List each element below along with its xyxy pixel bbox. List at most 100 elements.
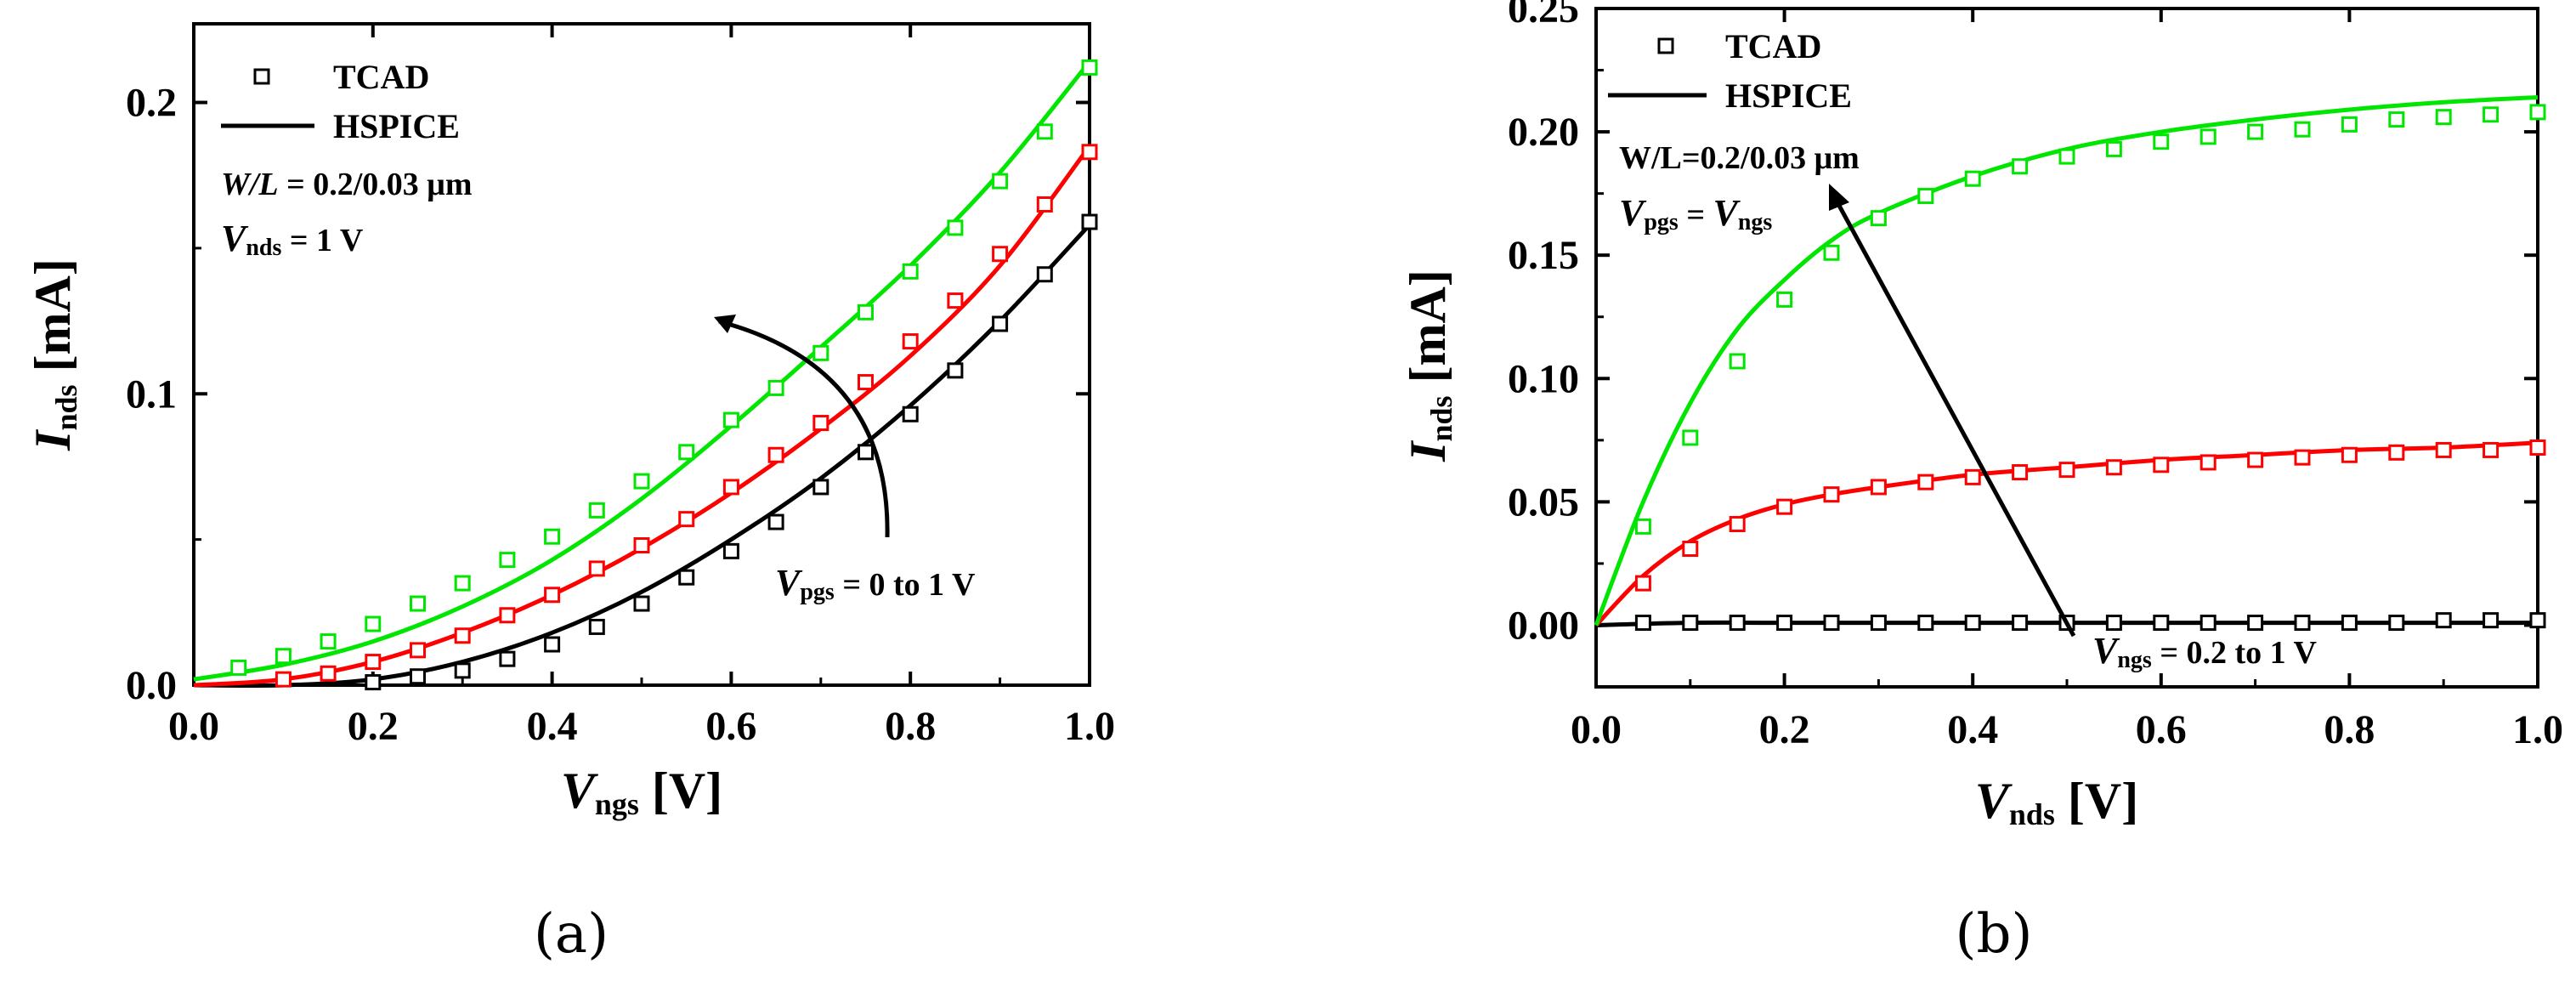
- tcad-marker: [2341, 615, 2358, 632]
- legend: TCAD HSPICE: [1608, 27, 1852, 115]
- tcad-marker: [2529, 439, 2546, 456]
- series-0: [193, 213, 1098, 691]
- tcad-marker: [275, 671, 292, 688]
- tcad-marker: [365, 654, 382, 671]
- legend-hspice-label: HSPICE: [1725, 77, 1852, 115]
- legend-square-marker: [253, 68, 270, 85]
- tcad-marker: [1776, 291, 1793, 308]
- tcad-marker: [2483, 612, 2500, 629]
- tcad-marker: [992, 173, 1009, 190]
- panel-a: 0.0 0.2 0.4 0.6 0.8 1.0 0.0 0.1 0.2 Vngs [V] Inds …: [25, 22, 1115, 966]
- y-tick-label: 0.25: [1508, 0, 1579, 31]
- wl-annotation: W/L = 0.2/0.03 μm: [221, 167, 472, 202]
- tcad-marker: [1081, 59, 1098, 76]
- sweep-arrow-head: [1829, 184, 1849, 211]
- y-tick-label: 0.15: [1508, 233, 1579, 278]
- tcad-marker: [588, 560, 605, 577]
- sweep-arrow-head: [714, 315, 736, 333]
- tcad-marker: [1917, 615, 1934, 632]
- tcad-marker: [1917, 188, 1934, 205]
- tcad-marker: [365, 674, 382, 691]
- tcad-marker: [767, 513, 784, 530]
- legend-tcad-label: TCAD: [1725, 27, 1821, 65]
- tcad-marker: [2012, 158, 2029, 175]
- tcad-marker: [1634, 518, 1651, 535]
- legend-hspice-label: HSPICE: [333, 107, 460, 145]
- hspice-line: [193, 145, 1092, 688]
- tcad-marker: [2388, 444, 2405, 461]
- tcad-marker: [2435, 441, 2452, 458]
- series-2: [1594, 95, 2546, 627]
- tcad-marker: [454, 662, 471, 679]
- tcad-marker: [365, 615, 382, 632]
- tcad-marker: [633, 473, 650, 490]
- x-tick-label: 0.0: [1571, 707, 1622, 752]
- sweep-arrow: [718, 319, 890, 538]
- tcad-marker: [544, 636, 561, 653]
- x-tick-label: 0.8: [2324, 707, 2375, 752]
- y-tick-label: 0.10: [1508, 356, 1579, 401]
- tcad-marker: [1870, 479, 1887, 496]
- tcad-marker: [992, 315, 1009, 332]
- x-axis-label: Vngs [V]: [561, 763, 722, 821]
- x-tick-label: 0.8: [885, 704, 936, 749]
- tcad-marker: [1870, 615, 1887, 632]
- legend-tcad-label: TCAD: [333, 58, 429, 96]
- tcad-marker: [320, 665, 337, 682]
- y-axis-label: Inds [mA]: [1400, 269, 1458, 462]
- tcad-marker: [2294, 449, 2311, 466]
- tcad-marker: [544, 587, 561, 604]
- y-tick-label: 0.05: [1508, 479, 1579, 525]
- tcad-marker: [410, 595, 426, 612]
- tcad-marker: [2435, 612, 2452, 629]
- hspice-line: [1594, 95, 2539, 627]
- tcad-marker: [2200, 128, 2216, 145]
- tcad-marker: [410, 642, 426, 659]
- tcad-marker: [678, 569, 695, 586]
- tcad-marker: [1964, 468, 1981, 485]
- x-tick-label: 0.6: [705, 704, 756, 749]
- tcad-marker: [858, 444, 874, 461]
- tcad-marker: [1036, 196, 1053, 213]
- tcad-marker: [678, 511, 695, 528]
- tcad-marker: [2105, 459, 2122, 476]
- x-tick-label: 0.4: [527, 704, 578, 749]
- tcad-marker: [2200, 454, 2216, 471]
- tcad-marker: [2341, 116, 2358, 133]
- tcad-marker: [2058, 148, 2075, 165]
- tcad-marker: [1964, 170, 1981, 187]
- tcad-marker: [947, 362, 964, 379]
- y-tick-label: 0.2: [126, 81, 177, 126]
- x-tick-label: 0.2: [348, 704, 399, 749]
- x-axis-label: Vnds [V]: [1975, 773, 2138, 831]
- tcad-marker: [2529, 612, 2546, 629]
- tcad-marker: [1870, 210, 1887, 227]
- panel-caption: (b): [1956, 903, 2033, 966]
- tcad-marker: [2388, 111, 2405, 128]
- tcad-marker: [2153, 615, 2170, 632]
- tcad-marker: [1682, 540, 1699, 557]
- tcad-marker: [588, 502, 605, 519]
- tcad-marker: [230, 659, 247, 676]
- tcad-marker: [1823, 486, 1840, 503]
- tcad-marker: [902, 263, 919, 280]
- panel-caption: (a): [534, 903, 609, 966]
- tcad-marker: [410, 668, 426, 685]
- tcad-marker: [678, 444, 695, 461]
- tcad-marker: [454, 627, 471, 644]
- tcad-marker: [1964, 615, 1981, 632]
- tcad-marker: [1081, 144, 1098, 161]
- tcad-marker: [2294, 615, 2311, 632]
- x-tick-label: 0.0: [168, 704, 219, 749]
- tcad-marker: [454, 575, 471, 592]
- tcad-marker: [2153, 133, 2170, 150]
- tcad-marker: [1776, 615, 1793, 632]
- tcad-marker: [2247, 451, 2264, 468]
- x-tick-label: 0.6: [2136, 707, 2187, 752]
- tcad-marker: [947, 219, 964, 236]
- tcad-marker: [1823, 615, 1840, 632]
- x-tick-label: 1.0: [2512, 707, 2563, 752]
- tcad-marker: [2105, 140, 2122, 157]
- tcad-marker: [2200, 615, 2216, 632]
